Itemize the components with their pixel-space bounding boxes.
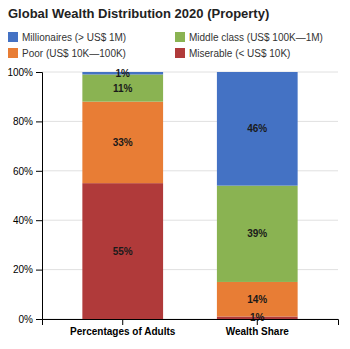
tick-label: 40% (13, 215, 33, 226)
bar (217, 72, 298, 186)
data-label: 55% (113, 246, 133, 257)
bar (82, 102, 163, 184)
legend-label: Millionaires (> US$ 1M) (22, 32, 126, 43)
legend: Millionaires (> US$ 1M) Middle class (US$… (8, 32, 323, 59)
legend-item: Millionaires (> US$ 1M) (8, 32, 126, 43)
legend-swatch (8, 48, 18, 58)
tick-label: 100% (7, 67, 33, 78)
tick-mark (36, 121, 42, 122)
tick-mark (257, 319, 258, 325)
tick: Wealth Share (226, 319, 290, 337)
x-axis: Percentages of Adults Wealth Share (43, 319, 339, 337)
tick-label: 0% (19, 314, 34, 325)
legend-label: Middle class (US$ 100K—1M) (189, 32, 323, 43)
tick-mark (36, 319, 42, 320)
tick: 60% (13, 166, 42, 177)
y-axis: 0% 20% 40% 60% 80% 100% (7, 67, 42, 325)
legend-label: Miserable (< US$ 10K) (189, 48, 290, 59)
axis-line (43, 320, 339, 326)
tick-mark (36, 270, 42, 271)
series (82, 183, 297, 319)
grid (42, 72, 338, 319)
data-label: 14% (247, 294, 267, 305)
tick: Percentages of Adults (70, 319, 176, 337)
title: Global Wealth Distribution 2020 (Propert… (8, 6, 269, 21)
legend-swatch (175, 32, 185, 42)
bars (82, 72, 297, 319)
tick-label: Percentages of Adults (70, 326, 176, 337)
bar (217, 186, 298, 282)
chart: Global Wealth Distribution 2020 (Propert… (0, 0, 350, 349)
data-labels: 55%1%33%14%11%39%1%46% (113, 68, 268, 324)
tick: 0% (19, 314, 42, 325)
tick: 100% (7, 67, 42, 78)
tick-label: 60% (13, 166, 33, 177)
tick-mark (36, 171, 42, 172)
series (82, 72, 297, 186)
tick: 80% (13, 116, 42, 127)
legend-swatch (175, 48, 185, 58)
data-label: 46% (247, 123, 267, 134)
series (82, 102, 297, 317)
data-label: 33% (113, 137, 133, 148)
data-label: 1% (116, 68, 131, 79)
data-label: 39% (247, 228, 267, 239)
tick-label: Wealth Share (226, 326, 290, 337)
legend-item: Middle class (US$ 100K—1M) (175, 32, 323, 43)
legend-item: Miserable (< US$ 10K) (175, 48, 290, 59)
tick: 20% (13, 264, 42, 275)
legend-item: Poor (US$ 10K—100K) (8, 48, 126, 59)
tick-mark (36, 220, 42, 221)
tick-label: 20% (13, 264, 33, 275)
legend-swatch (8, 32, 18, 42)
tick-label: 80% (13, 116, 33, 127)
tick-mark (122, 319, 123, 325)
legend-label: Poor (US$ 10K—100K) (22, 48, 126, 59)
data-label: 11% (113, 83, 133, 94)
tick: 40% (13, 215, 42, 226)
tick-mark (36, 72, 42, 73)
bar (82, 183, 163, 319)
axis-line (36, 73, 43, 320)
